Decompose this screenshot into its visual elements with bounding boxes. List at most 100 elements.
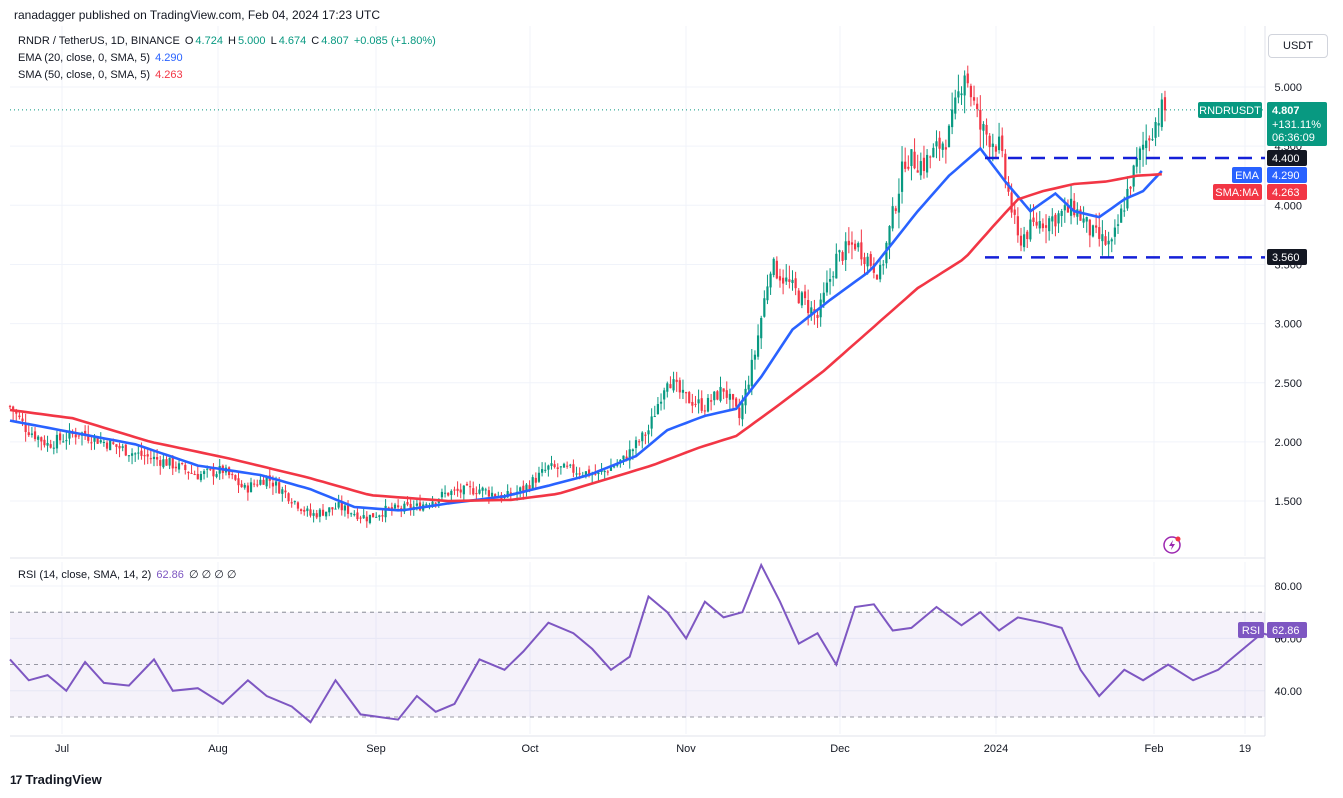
ema-name-tag-text: EMA xyxy=(1235,170,1260,182)
candle xyxy=(894,205,897,214)
candle-body xyxy=(847,240,850,246)
candle-body xyxy=(1145,140,1148,149)
candle-body xyxy=(638,441,641,443)
candle xyxy=(944,139,947,164)
candle xyxy=(972,85,976,106)
candle-body xyxy=(600,471,603,473)
candle-body xyxy=(415,503,418,506)
candle xyxy=(121,443,124,452)
candle xyxy=(760,315,763,349)
candle xyxy=(938,131,941,161)
price-tick-label: 2.500 xyxy=(1274,378,1302,390)
candle xyxy=(462,484,465,500)
candle-body xyxy=(797,290,800,304)
candle xyxy=(124,443,127,457)
candle xyxy=(152,449,156,467)
candle-body xyxy=(127,455,131,457)
rsi-legend[interactable]: RSI (14, close, SMA, 14, 2) 62.86 ∅ ∅ ∅ … xyxy=(18,569,237,581)
currency-button[interactable]: USDT xyxy=(1268,34,1328,58)
candle-body xyxy=(907,166,910,169)
candle-body xyxy=(850,242,854,245)
candle-body xyxy=(875,274,879,280)
candle xyxy=(1160,93,1163,131)
candle xyxy=(1157,107,1160,137)
candle-body xyxy=(788,279,791,282)
candle-body xyxy=(569,464,572,466)
candle-body xyxy=(1032,217,1035,222)
candle-body xyxy=(991,143,994,147)
candle xyxy=(904,147,907,173)
support-tag-box xyxy=(1267,249,1307,265)
rsi-value-tag-text: 62.86 xyxy=(1272,625,1300,637)
candle xyxy=(353,510,356,517)
candle xyxy=(306,505,309,517)
candle-body xyxy=(378,515,381,517)
candle-body xyxy=(328,507,331,513)
candle xyxy=(544,462,547,473)
time-tick-label: Dec xyxy=(830,743,850,755)
candle xyxy=(397,499,400,510)
rsi-legend-value: 62.86 xyxy=(156,569,184,581)
support-tag-text: 3.560 xyxy=(1272,252,1300,264)
candle xyxy=(710,394,713,411)
sma-legend[interactable]: SMA (50, close, 0, SMA, 5) 4.263 xyxy=(18,69,183,81)
candle-body xyxy=(193,474,196,476)
candle-body xyxy=(231,474,234,476)
candle xyxy=(237,471,240,494)
candle-body xyxy=(494,494,497,497)
candle-body xyxy=(1101,234,1104,242)
candle xyxy=(566,461,569,469)
candle-body xyxy=(381,515,384,517)
candle-body xyxy=(738,407,741,419)
time-tick-label: Oct xyxy=(521,743,538,755)
candle xyxy=(90,435,93,451)
support-tag: 3.560 xyxy=(1267,249,1307,265)
candle xyxy=(957,74,960,104)
candle-body xyxy=(253,483,256,485)
candle xyxy=(907,155,910,171)
candle xyxy=(256,479,259,488)
candle xyxy=(1016,207,1019,243)
candle-body xyxy=(747,384,750,390)
candle-body xyxy=(87,434,90,441)
candle-body xyxy=(102,441,105,443)
candle-body xyxy=(587,469,591,476)
candle-body xyxy=(390,507,393,510)
candle xyxy=(747,375,750,393)
candle-body xyxy=(1041,223,1044,229)
candle-body xyxy=(340,502,343,511)
candle-body xyxy=(663,390,666,400)
flash-icon[interactable] xyxy=(1163,536,1181,554)
candle xyxy=(43,435,46,448)
candle xyxy=(1041,218,1044,232)
candle-body xyxy=(321,509,325,516)
candle-body xyxy=(206,468,209,470)
candle xyxy=(409,499,412,516)
candle-body xyxy=(174,466,177,469)
candle xyxy=(897,178,901,229)
candle xyxy=(716,390,719,401)
candle xyxy=(184,461,187,475)
candle-body xyxy=(775,260,778,279)
candle xyxy=(381,509,384,522)
candle-body xyxy=(121,446,124,448)
tradingview-logo[interactable]: 17 TradingView xyxy=(10,772,102,787)
candle xyxy=(177,460,181,474)
candle-body xyxy=(375,516,378,518)
candle-body xyxy=(1104,236,1107,245)
candle-body xyxy=(55,434,59,449)
candle-body xyxy=(666,383,669,392)
candle xyxy=(832,271,835,287)
candle-body xyxy=(888,226,891,246)
candle-body xyxy=(791,279,794,284)
ema-legend[interactable]: EMA (20, close, 0, SMA, 5) 4.290 xyxy=(18,52,183,64)
candle-body xyxy=(96,438,99,444)
candle xyxy=(393,502,397,510)
candle-body xyxy=(659,401,663,404)
sma-value-tag-box xyxy=(1267,184,1307,200)
candle xyxy=(794,271,797,296)
candle-body xyxy=(274,481,278,486)
candle xyxy=(1060,208,1063,227)
candle-body xyxy=(24,423,27,433)
